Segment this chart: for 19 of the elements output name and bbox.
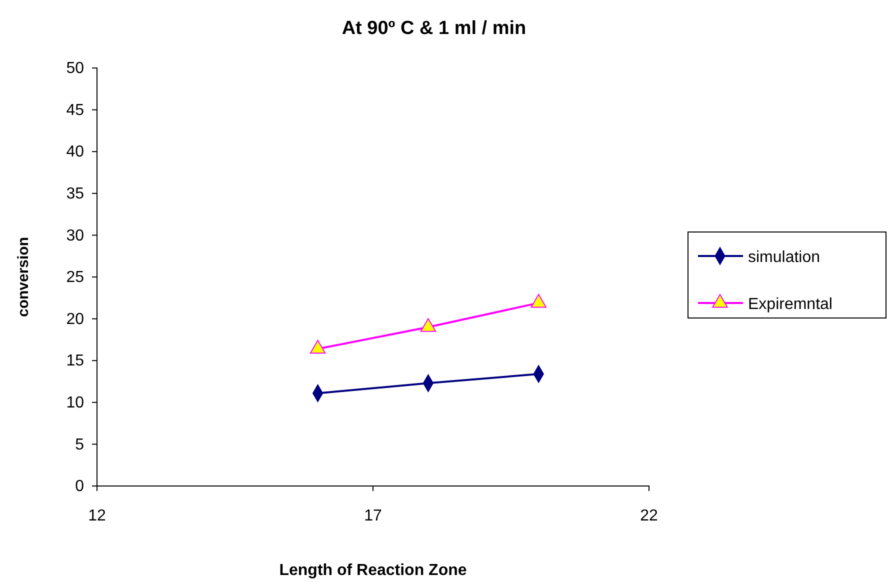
legend-label: simulation bbox=[748, 249, 820, 266]
y-tick-label: 45 bbox=[66, 102, 84, 119]
y-tick-label: 0 bbox=[75, 478, 84, 496]
x-tick-label: 12 bbox=[88, 507, 106, 524]
y-tick-label: 15 bbox=[66, 352, 84, 370]
y-tick-label: 5 bbox=[75, 436, 84, 454]
x-tick-label: 17 bbox=[364, 507, 382, 524]
x-axis-title: Length of Reaction Zone bbox=[279, 562, 467, 579]
y-tick-label: 20 bbox=[66, 310, 84, 328]
y-tick-label: 40 bbox=[66, 144, 84, 161]
y-tick-label: 35 bbox=[66, 186, 84, 203]
x-tick-label: 22 bbox=[640, 507, 658, 524]
y-tick-label: 30 bbox=[66, 227, 84, 244]
y-tick-label: 25 bbox=[66, 269, 84, 286]
legend-label: Expiremntal bbox=[748, 296, 832, 313]
chart-title: At 90º C & 1 ml / min bbox=[342, 18, 526, 39]
y-tick-label: 50 bbox=[66, 60, 84, 78]
y-axis-title: conversion bbox=[15, 236, 32, 318]
y-tick-label: 10 bbox=[66, 394, 84, 412]
